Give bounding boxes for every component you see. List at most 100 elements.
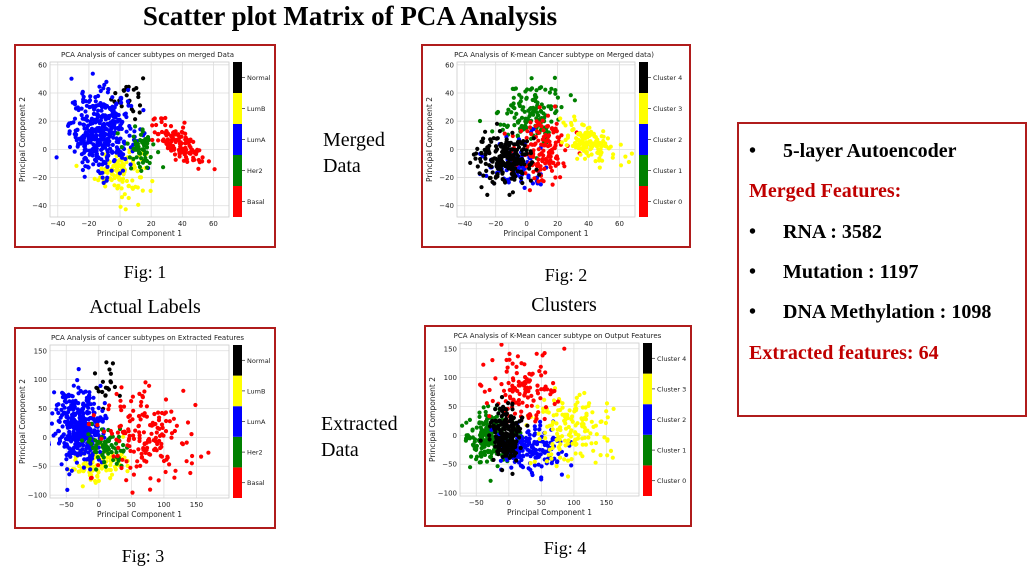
data-point [136,414,142,419]
data-point [74,460,79,465]
data-point [117,424,122,429]
data-point [169,435,174,440]
data-point [100,379,105,384]
data-point [577,392,582,397]
data-point [109,126,114,131]
data-point [487,414,492,419]
data-point [604,409,609,414]
data-point [516,145,522,150]
data-point [495,464,500,469]
data-point [125,141,130,146]
data-point [534,163,540,169]
data-point [508,415,513,420]
data-point [532,432,537,437]
data-point [150,179,155,184]
data-point [562,438,568,443]
data-point [65,467,70,472]
data-point [543,370,548,375]
data-point [168,124,174,129]
data-point [481,362,486,367]
y-tick-label: −50 [442,461,457,469]
data-point [534,167,539,172]
data-point [165,137,170,142]
data-point [525,443,530,448]
data-point [618,142,623,147]
data-point [570,441,575,446]
data-point [581,140,586,145]
data-point [137,103,143,108]
data-point [77,420,82,425]
data-point [490,170,495,175]
data-point [510,130,515,135]
data-point [74,431,79,436]
data-point [119,145,124,150]
data-point [520,152,525,157]
data-point [81,402,86,407]
methylation-item: • DNA Methylation : 1098 [749,301,992,323]
data-point [121,404,127,409]
data-point [114,461,119,466]
x-tick-label: 60 [615,220,624,228]
data-point [550,182,555,187]
data-point [558,455,563,460]
data-point [106,114,111,119]
data-point [110,361,115,366]
data-point [522,162,527,167]
data-point [529,393,534,398]
chart-title: PCA Analysis of K-mean Cancer subtype on… [454,51,654,59]
data-point [487,143,492,148]
data-point [573,145,578,150]
data-point [67,399,72,404]
data-point [80,167,85,173]
data-point [484,459,490,464]
data-point [547,153,552,158]
data-point [116,183,121,188]
data-point [66,122,71,127]
data-point [99,436,104,441]
data-point [534,119,539,124]
data-point [104,79,109,84]
data-point [89,116,94,121]
y-tick-label: 0 [450,146,454,154]
data-point [526,466,531,471]
data-point [98,415,103,420]
data-point [541,153,546,158]
colorbar-segment [639,93,648,124]
data-point [108,120,113,125]
data-point [165,143,170,148]
x-tick-label: 50 [537,499,546,507]
data-point [123,156,128,162]
data-point [535,404,540,409]
data-point [140,395,145,400]
data-point [525,395,530,400]
data-point [91,413,96,418]
data-point [100,115,105,120]
data-point [87,390,92,395]
data-point [493,430,498,435]
data-point [553,91,558,96]
data-point [139,168,144,173]
data-point [88,415,93,421]
data-point [57,436,63,442]
data-point [594,142,599,147]
data-point [94,467,99,472]
data-point [135,169,140,174]
data-point [524,452,530,457]
data-point [118,204,123,209]
data-point [543,139,548,144]
data-point [501,440,506,445]
data-point [528,142,534,147]
colorbar-label: LumB [247,387,265,395]
data-point [514,420,519,425]
data-point [128,465,133,470]
data-point [545,424,550,429]
data-point [112,121,117,126]
data-point [517,450,522,455]
data-point [514,458,519,463]
data-point [537,86,542,91]
data-point [165,455,170,460]
data-point [536,462,541,467]
y-tick-label: 100 [34,376,47,384]
data-point [69,468,74,473]
data-point [86,432,91,437]
